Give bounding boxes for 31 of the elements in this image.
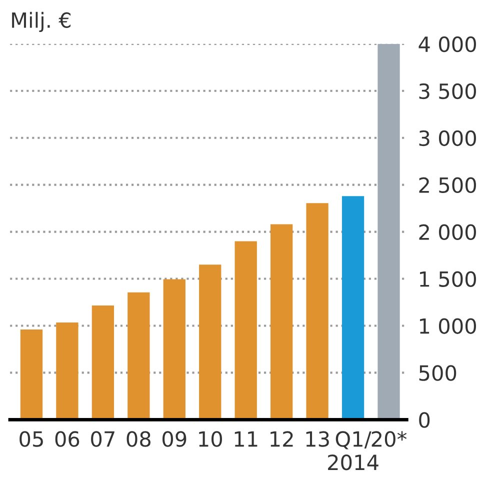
x-tick-label: 05 [20,431,43,447]
y-tick-label: 1 000 [420,318,476,334]
y-tick-label: 3 500 [419,83,476,100]
bar [163,279,186,420]
x-tick-label: 12 [270,431,293,447]
y-tick-label: 500 [419,365,456,381]
bar [306,203,328,420]
x-tick-label: 13 [306,431,329,447]
x-tick-label: 07 [91,431,114,447]
bar [20,330,43,420]
bar [378,44,400,420]
x-tick-label: 20* [372,431,407,447]
bar [342,196,364,420]
bar [56,322,78,420]
bar [270,224,293,420]
x-tick-label: 11 [234,431,258,447]
bar [234,241,257,420]
x-tick-label: 09 [162,431,186,447]
bar [199,264,222,420]
y-tick-label: 2 500 [419,177,476,194]
bar [128,292,150,420]
y-tick-label: 2 000 [419,224,476,240]
y-tick-label: 3 000 [419,130,476,146]
x-tick-label: 08 [126,431,150,447]
bar [92,306,114,420]
x-tick-label: 06 [55,431,80,447]
y-tick-label: 1 500 [420,271,476,287]
y-axis-title: Milj. € [12,12,70,32]
y-tick-label: 0 [419,412,430,428]
y-tick-label: 4 000 [418,36,476,52]
x-tick-label: 10 [199,431,222,447]
